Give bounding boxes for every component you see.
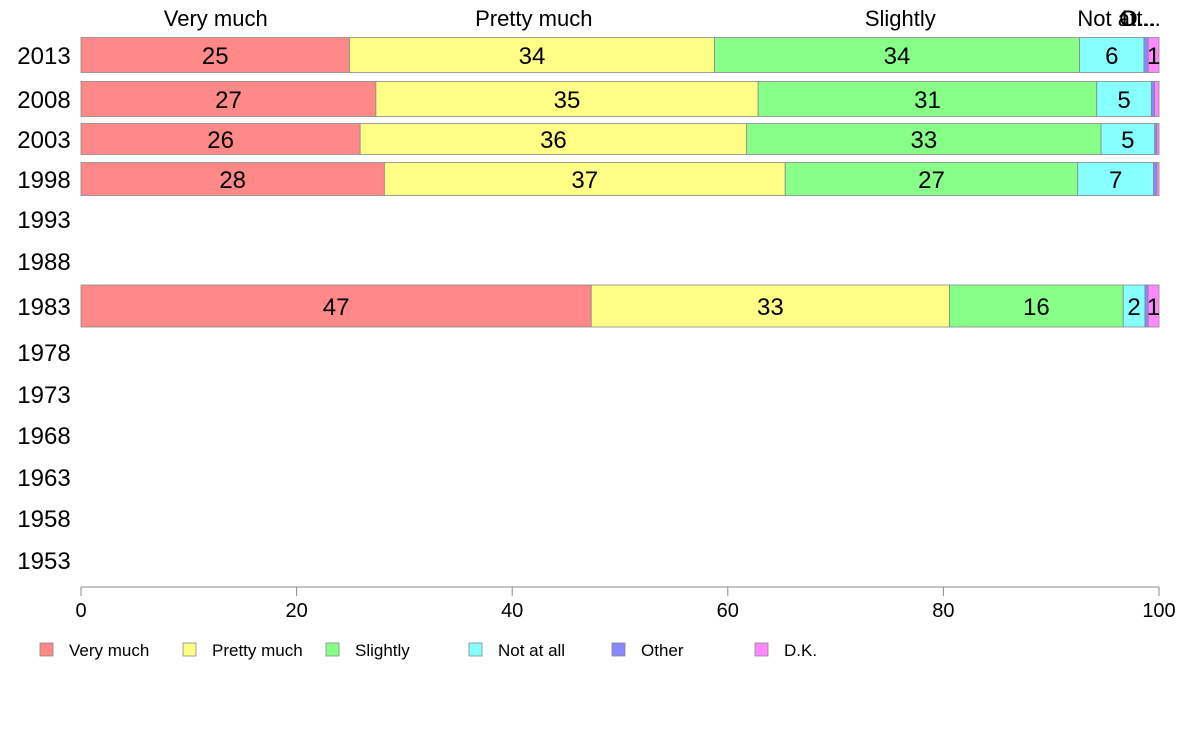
year-label-1983: 1983 (17, 294, 70, 321)
legend-swatch-other (611, 642, 626, 657)
legend-swatch-slightly (325, 642, 340, 657)
value-label-2003-3: 5 (1121, 127, 1134, 154)
column-header-not-at-all: Not at... (1077, 6, 1154, 31)
year-label-1993: 1993 (17, 207, 70, 234)
year-label-1968: 1968 (17, 423, 70, 450)
bar-2008-other (1150, 81, 1156, 117)
x-tick-label-60: 60 (717, 600, 739, 622)
value-label-2013-1: 34 (519, 43, 546, 70)
bar-1983-very-much (80, 284, 592, 328)
legend-swatch-d-k (754, 642, 769, 657)
legend-label-not-at-all: Not at all (498, 641, 565, 660)
column-header-other: Ot... (1119, 6, 1161, 31)
x-axis: 0 20 40 60 80 100 (75, 586, 1176, 622)
value-label-2013-3: 6 (1105, 43, 1118, 70)
value-label-2008-0: 27 (215, 87, 242, 114)
value-label-1983-3: 2 (1127, 294, 1140, 321)
legend-swatch-not-at-all (468, 642, 483, 657)
bar-1983-d-k (1147, 284, 1160, 328)
x-tick-label-80: 80 (932, 600, 954, 622)
bar-1998-very-much (80, 162, 385, 196)
value-label-2003-0: 26 (207, 127, 234, 154)
legend: Very much Pretty much Slightly Not at all Ot… (39, 641, 817, 660)
legend-label-pretty-much: Pretty much (212, 641, 303, 660)
bar-2013-d-k (1147, 37, 1160, 73)
value-label-1983-0: 47 (323, 294, 350, 321)
year-label-1998: 1998 (17, 167, 70, 194)
bar-2008-pretty-much (375, 81, 759, 117)
legend-label-slightly: Slightly (355, 641, 410, 660)
bar-2003-not-at-all (1100, 123, 1156, 155)
value-label-2008-3: 5 (1117, 87, 1130, 114)
bar-2013-very-much (80, 37, 350, 73)
x-tick-label-20: 20 (285, 600, 307, 622)
value-label-1998-0: 28 (219, 167, 246, 194)
bar-1998-not-at-all (1077, 162, 1154, 196)
column-header-d-k: D... (1122, 6, 1156, 31)
column-headers: Very much Pretty much Slightly Not at...Ot.… (164, 6, 1161, 31)
bar-1998-pretty-much (383, 162, 786, 196)
legend-label-d-k: D.K. (784, 641, 817, 660)
bar-1983-pretty-much (590, 284, 950, 328)
legend-swatch-pretty-much (182, 642, 197, 657)
bar-1998-d-k (1156, 162, 1160, 196)
value-label-1983-1: 33 (757, 294, 784, 321)
value-label-1998-1: 37 (571, 167, 598, 194)
bar-1983-slightly (949, 284, 1124, 328)
bar-segments: 25 34 34 6 127 35 31 526 36 33 528 37 27 747 33 16 2 1 (80, 37, 1160, 328)
value-label-2013-5: 1 (1147, 43, 1160, 70)
year-label-1973: 1973 (17, 382, 70, 409)
value-label-1998-2: 27 (918, 167, 945, 194)
bar-2008-very-much (80, 81, 377, 117)
year-label-1953: 1953 (17, 548, 70, 575)
value-label-2003-1: 36 (540, 127, 567, 154)
year-label-1963: 1963 (17, 465, 70, 492)
value-label-2013-2: 34 (884, 43, 911, 70)
year-label-1958: 1958 (17, 506, 70, 533)
column-header-pretty-much: Pretty much (475, 6, 592, 31)
legend-label-very-much: Very much (69, 641, 149, 660)
bar-1998-other (1153, 162, 1158, 196)
value-label-1998-3: 7 (1109, 167, 1122, 194)
bar-2003-d-k (1156, 123, 1160, 155)
value-label-2008-2: 31 (914, 87, 941, 114)
year-label-2008: 2008 (17, 87, 70, 114)
value-label-1983-2: 16 (1023, 294, 1050, 321)
bar-2008-d-k (1154, 81, 1160, 117)
value-label-2003-2: 33 (911, 127, 938, 154)
year-label-2013: 2013 (17, 43, 70, 70)
year-axis-labels: 2013 2008 2003 1998 1993 1988 1983 1978 1973 1968… (17, 43, 70, 575)
legend-label-other: Other (641, 641, 684, 660)
year-label-2003: 2003 (17, 127, 70, 154)
value-label-1983-5: 1 (1147, 294, 1160, 321)
value-label-2008-1: 35 (554, 87, 581, 114)
legend-swatch-very-much (39, 642, 54, 657)
year-label-1988: 1988 (17, 249, 70, 276)
bar-2013-not-at-all (1079, 37, 1145, 73)
bar-2003-pretty-much (359, 123, 748, 155)
x-tick-label-0: 0 (75, 600, 86, 622)
x-tick-label-100: 100 (1142, 600, 1175, 622)
column-header-very-much: Very much (164, 6, 268, 31)
x-tick-label-40: 40 (501, 600, 523, 622)
year-label-1978: 1978 (17, 340, 70, 367)
bar-2008-not-at-all (1096, 81, 1152, 117)
column-header-slightly: Slightly (865, 6, 936, 31)
value-label-2013-0: 25 (202, 43, 229, 70)
bar-1998-slightly (784, 162, 1079, 196)
